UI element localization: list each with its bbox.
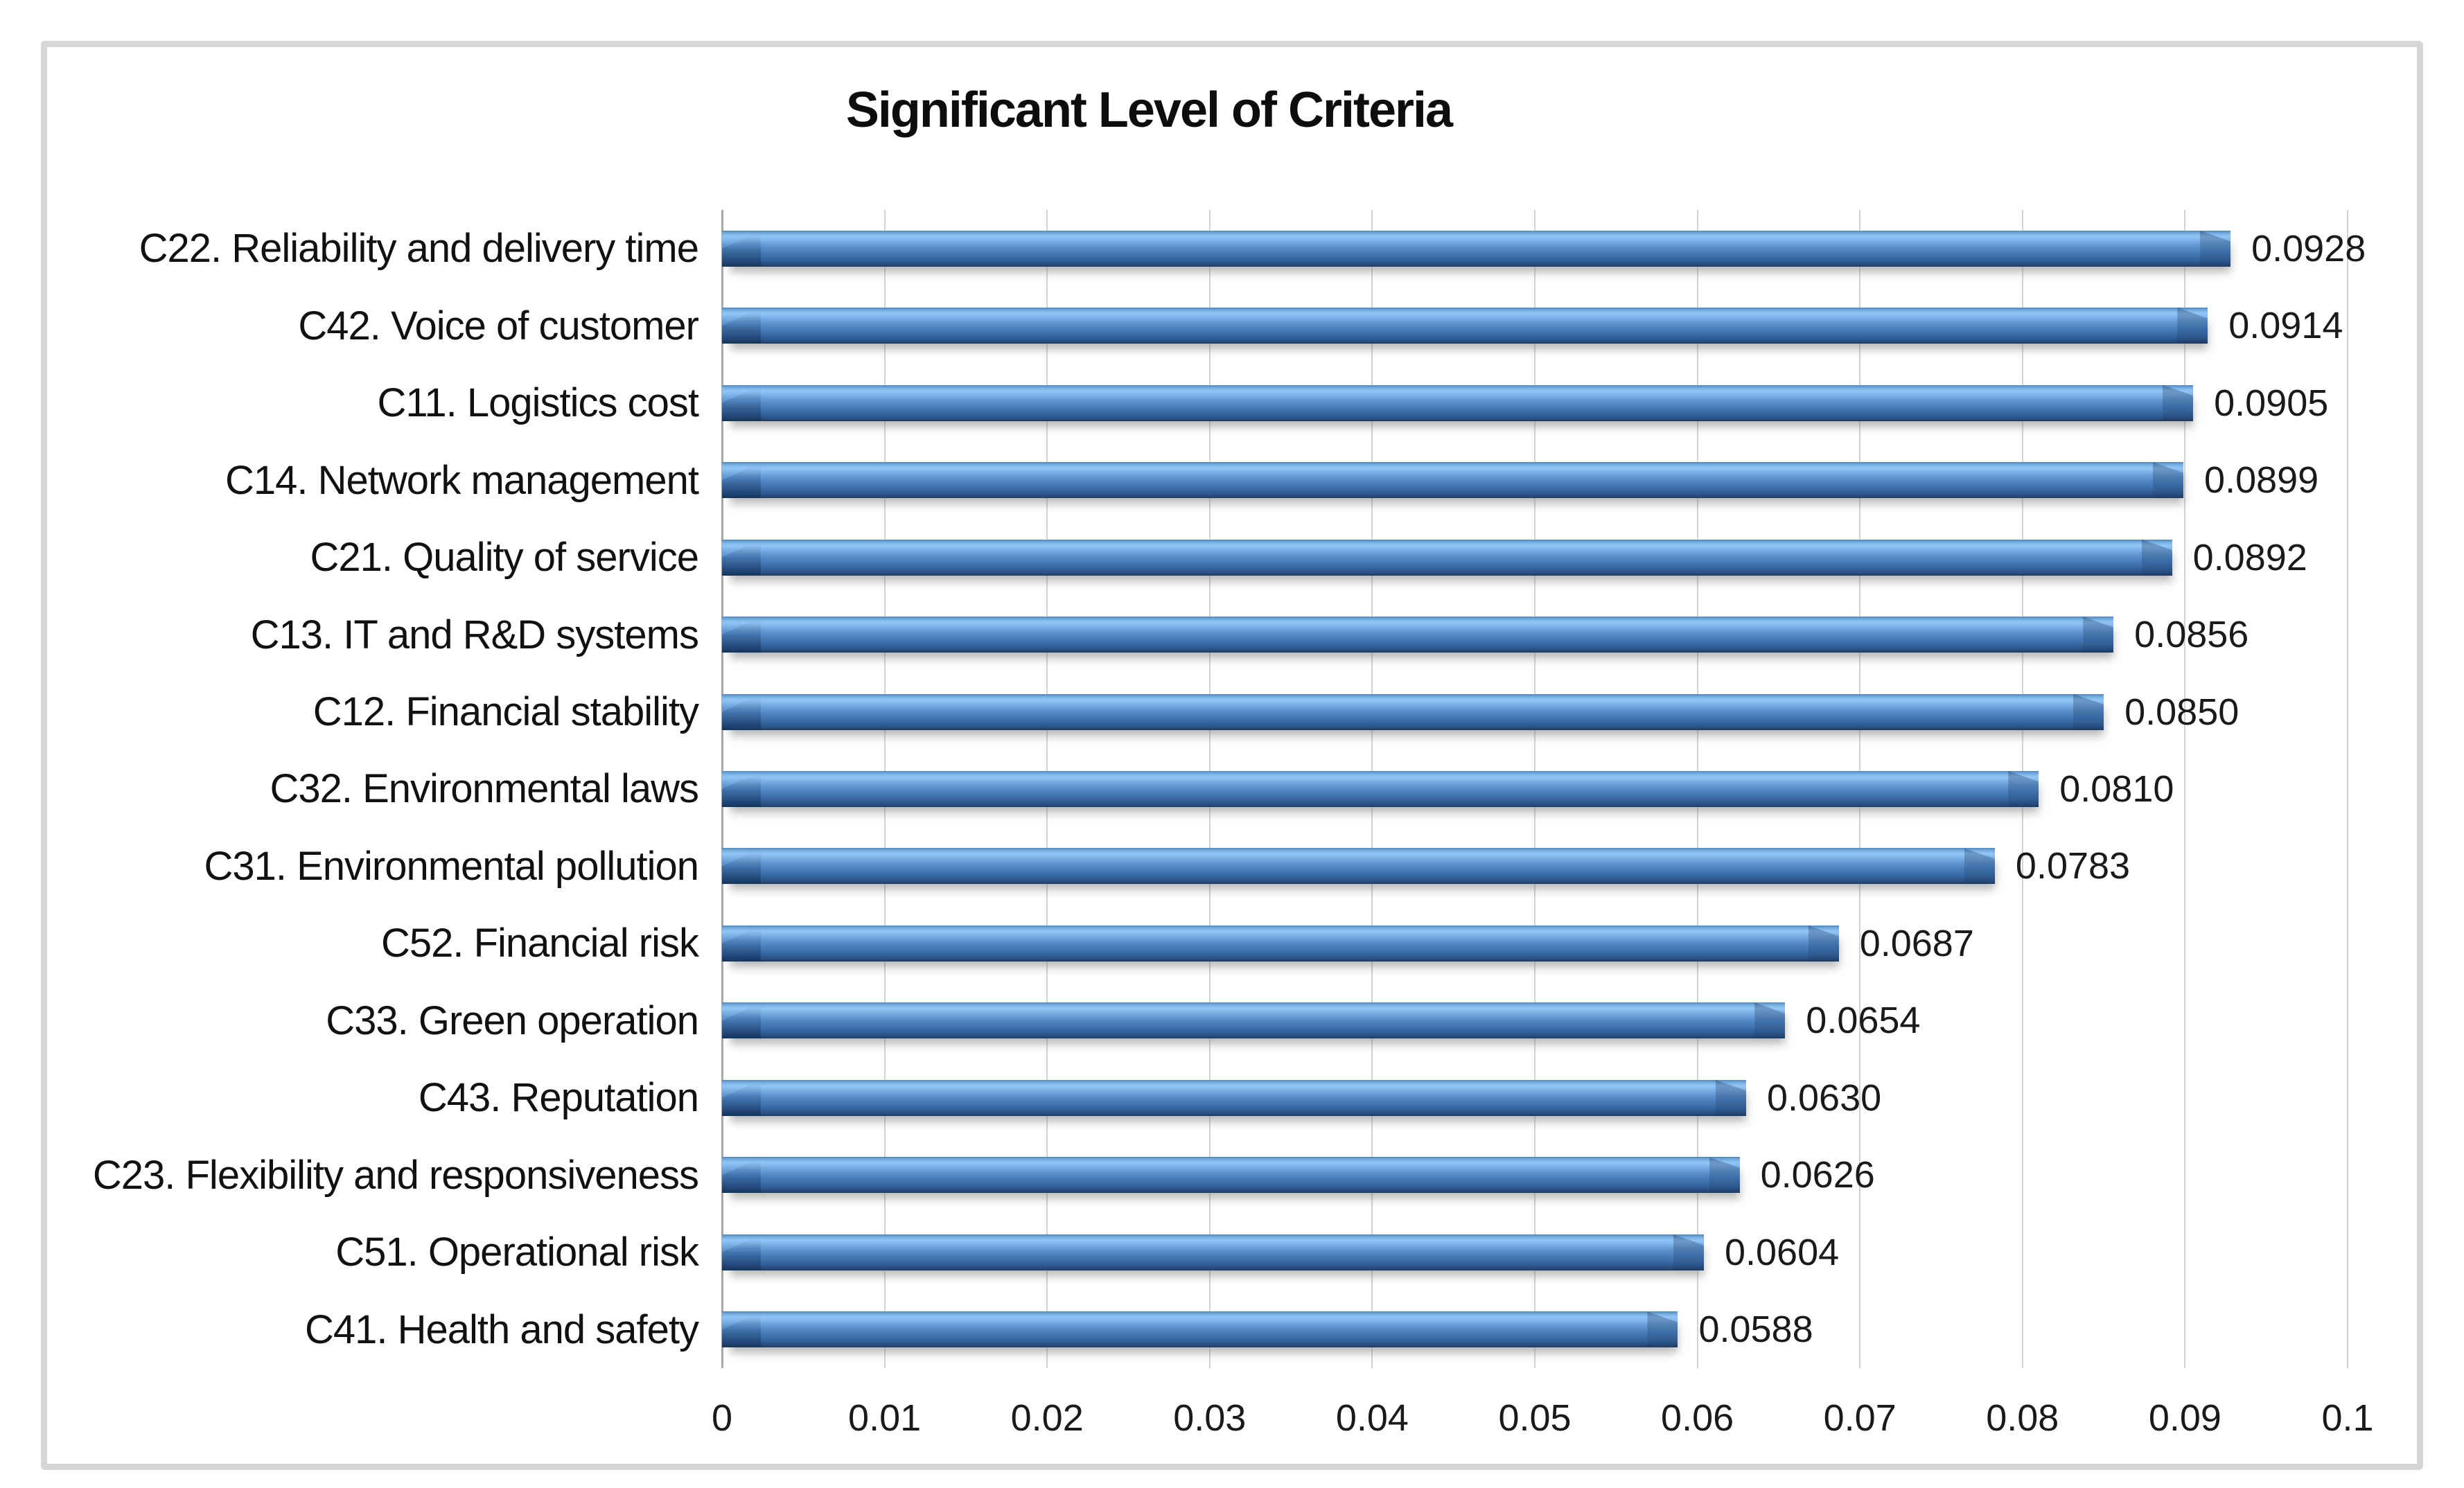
chart-frame — [41, 41, 2423, 1470]
category-label: C42. Voice of customer — [298, 303, 699, 348]
bar — [722, 1157, 1740, 1194]
bar-row: C14. Network management 0.0899 — [0, 441, 2464, 518]
bar-row: C23. Flexibility and responsiveness 0.062… — [0, 1137, 2464, 1214]
bar-row: C51. Operational risk 0.0604 — [0, 1214, 2464, 1291]
bar — [722, 617, 2114, 653]
gridline — [2347, 210, 2348, 1368]
data-label: 0.0654 — [1806, 1000, 1921, 1042]
x-axis-tick-label: 0.06 — [1661, 1397, 1734, 1439]
bar-row: C22. Reliability and delivery time 0.0928 — [0, 210, 2464, 287]
category-label: C14. Network management — [225, 457, 699, 503]
bar-row: C41. Health and safety 0.0588 — [0, 1291, 2464, 1368]
data-label: 0.0914 — [2228, 305, 2343, 347]
chart-title: Significant Level of Criteria — [845, 82, 1453, 138]
bar-row: C32. Environmental laws 0.0810 — [0, 750, 2464, 827]
x-axis-tick-label: 0.03 — [1173, 1397, 1247, 1439]
data-label: 0.0892 — [2192, 536, 2307, 578]
x-axis-tick-label: 0.09 — [2148, 1397, 2221, 1439]
x-axis-tick-label: 0 — [711, 1397, 733, 1439]
data-label: 0.0783 — [2015, 845, 2131, 887]
bar — [722, 308, 2208, 344]
category-label: C41. Health and safety — [304, 1307, 699, 1352]
x-axis-tick-label: 0.04 — [1335, 1397, 1409, 1439]
bar — [722, 1079, 1746, 1116]
bar — [722, 384, 2194, 421]
data-label: 0.0626 — [1760, 1154, 1875, 1196]
data-label: 0.0905 — [2214, 382, 2329, 424]
data-label: 0.0856 — [2134, 614, 2249, 656]
category-label: C52. Financial risk — [380, 921, 699, 966]
x-axis-tick-label: 0.1 — [2321, 1397, 2374, 1439]
bar-row: C11. Logistics cost 0.0905 — [0, 364, 2464, 441]
bar — [722, 848, 1995, 885]
data-label: 0.0588 — [1698, 1309, 1813, 1351]
data-label: 0.0928 — [2251, 227, 2366, 269]
bar — [722, 770, 2039, 807]
bar-row: C43. Reputation 0.0630 — [0, 1059, 2464, 1136]
bar — [722, 1002, 1786, 1039]
category-label: C33. Green operation — [326, 998, 699, 1043]
category-label: C31. Environmental pollution — [204, 843, 699, 889]
bar — [722, 539, 2172, 576]
category-label: C32. Environmental laws — [270, 766, 699, 812]
category-label: C43. Reputation — [418, 1075, 699, 1121]
data-label: 0.0630 — [1766, 1077, 1882, 1119]
category-label: C21. Quality of service — [310, 535, 699, 581]
category-label: C13. IT and R&D systems — [250, 612, 699, 657]
bar — [722, 925, 1839, 962]
bar-row: C33. Green operation 0.0654 — [0, 982, 2464, 1059]
bar-row: C42. Voice of customer 0.0914 — [0, 287, 2464, 364]
bar-row: C52. Financial risk 0.0687 — [0, 905, 2464, 982]
x-axis-tick-label: 0.07 — [1823, 1397, 1897, 1439]
category-label: C11. Logistics cost — [377, 380, 699, 426]
gridline — [2184, 210, 2186, 1368]
data-label: 0.0604 — [1724, 1231, 1840, 1273]
bar — [722, 462, 2184, 499]
bar-row: C21. Quality of service 0.0892 — [0, 519, 2464, 596]
bar — [722, 1234, 1704, 1270]
bar — [722, 693, 2104, 730]
bar — [722, 230, 2231, 267]
x-axis-tick-label: 0.02 — [1010, 1397, 1084, 1439]
category-label: C12. Financial stability — [313, 689, 699, 735]
x-axis-tick-label: 0.05 — [1498, 1397, 1572, 1439]
x-axis-tick-label: 0.01 — [848, 1397, 922, 1439]
category-label: C22. Reliability and delivery time — [139, 226, 699, 272]
bar — [722, 1311, 1678, 1348]
data-label: 0.0810 — [2059, 768, 2174, 810]
x-axis-tick-label: 0.08 — [1986, 1397, 2059, 1439]
bar-row: C12. Financial stability 0.0850 — [0, 673, 2464, 750]
bar-row: C13. IT and R&D systems 0.0856 — [0, 596, 2464, 673]
bar-row: C31. Environmental pollution 0.0783 — [0, 828, 2464, 905]
category-label: C23. Flexibility and responsiveness — [92, 1152, 699, 1198]
data-label: 0.0850 — [2124, 691, 2239, 733]
category-label: C51. Operational risk — [335, 1230, 699, 1275]
data-label: 0.0899 — [2204, 459, 2319, 502]
data-label: 0.0687 — [1859, 922, 1974, 964]
